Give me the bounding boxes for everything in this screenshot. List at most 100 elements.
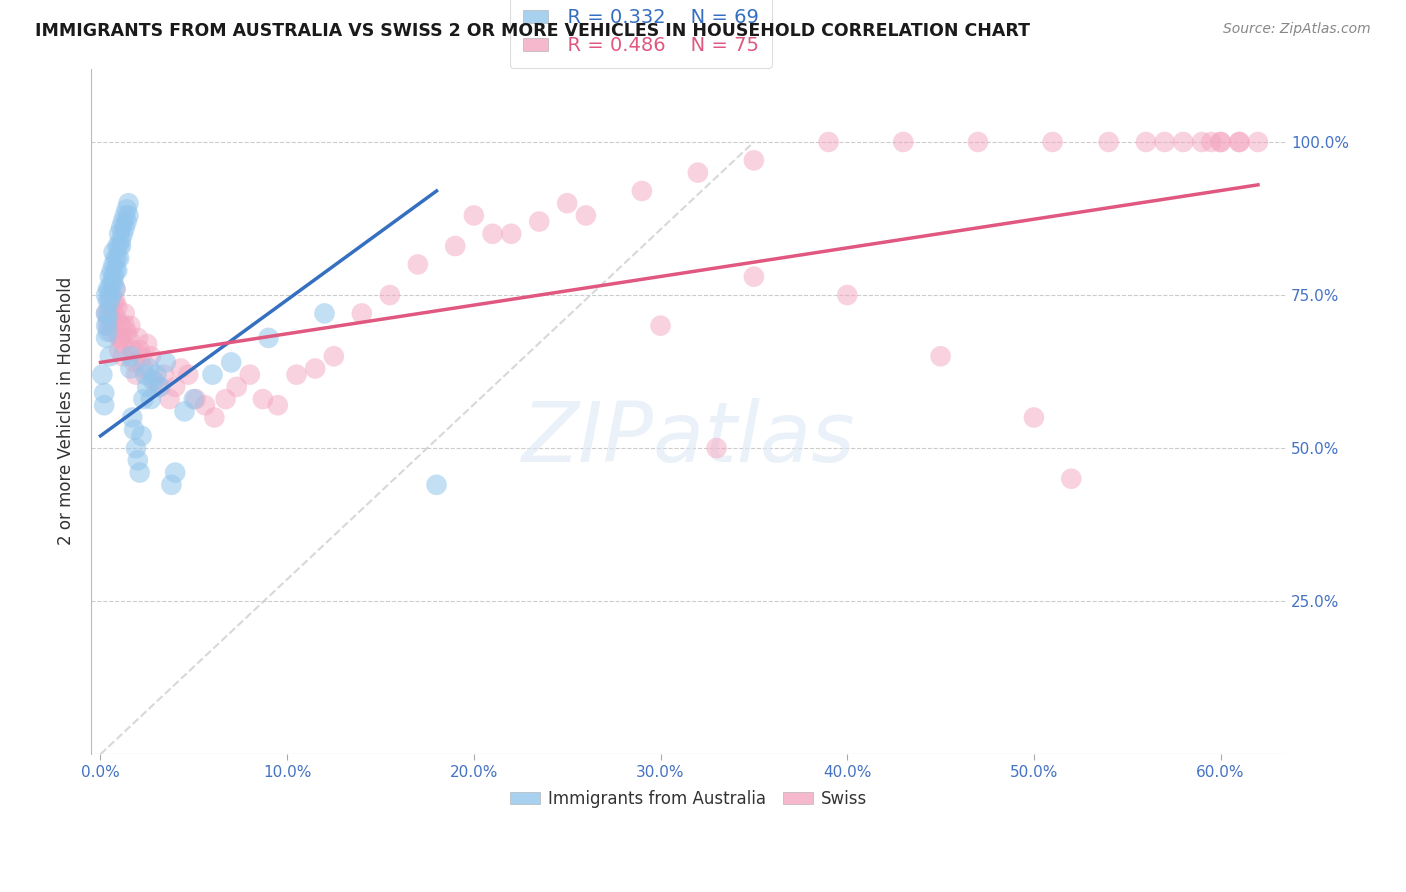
Point: [575, 209, 598, 223]
Point: [267, 398, 290, 412]
Point: [134, 368, 156, 382]
Point: [225, 380, 247, 394]
Point: [117, 331, 139, 345]
Point: [252, 392, 274, 406]
Point: [128, 343, 150, 358]
Point: [127, 331, 149, 345]
Point: [1153, 135, 1175, 149]
Point: [98, 269, 121, 284]
Point: [94, 288, 117, 302]
Point: [742, 153, 765, 168]
Point: [93, 398, 115, 412]
Point: [463, 209, 485, 223]
Point: [194, 398, 217, 412]
Point: [165, 380, 187, 394]
Point: [257, 331, 280, 345]
Point: [891, 135, 914, 149]
Point: [98, 294, 121, 309]
Point: [1209, 135, 1232, 149]
Point: [94, 306, 117, 320]
Point: [1227, 135, 1250, 149]
Point: [122, 355, 145, 369]
Point: [110, 233, 132, 247]
Point: [110, 331, 132, 345]
Point: [125, 368, 148, 382]
Point: [91, 368, 114, 382]
Point: [967, 135, 990, 149]
Point: [1060, 472, 1083, 486]
Point: [111, 337, 134, 351]
Point: [103, 276, 125, 290]
Point: [94, 331, 117, 345]
Point: [631, 184, 654, 198]
Point: [148, 380, 170, 394]
Point: [111, 227, 134, 241]
Point: [117, 209, 139, 223]
Point: [1042, 135, 1064, 149]
Point: [121, 410, 143, 425]
Point: [127, 453, 149, 467]
Point: [121, 343, 143, 358]
Point: [104, 282, 127, 296]
Point: [114, 306, 136, 320]
Point: [98, 288, 121, 302]
Point: [114, 220, 136, 235]
Point: [105, 263, 128, 277]
Point: [97, 306, 120, 320]
Point: [1247, 135, 1270, 149]
Point: [555, 196, 578, 211]
Point: [97, 282, 120, 296]
Point: [501, 227, 523, 241]
Text: ZIPatlas: ZIPatlas: [522, 399, 855, 479]
Point: [128, 466, 150, 480]
Point: [114, 209, 136, 223]
Point: [120, 349, 142, 363]
Point: [1201, 135, 1223, 149]
Point: [108, 239, 131, 253]
Point: [706, 441, 728, 455]
Point: [103, 269, 125, 284]
Point: [97, 294, 120, 309]
Point: [177, 368, 200, 382]
Point: [239, 368, 262, 382]
Point: [100, 263, 122, 277]
Point: [125, 441, 148, 455]
Point: [111, 349, 134, 363]
Y-axis label: 2 or more Vehicles in Household: 2 or more Vehicles in Household: [58, 277, 75, 546]
Point: [314, 306, 336, 320]
Point: [142, 374, 165, 388]
Point: [406, 257, 429, 271]
Point: [98, 282, 121, 296]
Point: [817, 135, 839, 149]
Point: [139, 392, 162, 406]
Point: [837, 288, 859, 302]
Point: [108, 227, 131, 241]
Point: [97, 312, 120, 326]
Point: [160, 478, 183, 492]
Point: [929, 349, 952, 363]
Text: IMMIGRANTS FROM AUSTRALIA VS SWISS 2 OR MORE VEHICLES IN HOUSEHOLD CORRELATION C: IMMIGRANTS FROM AUSTRALIA VS SWISS 2 OR …: [35, 22, 1031, 40]
Point: [105, 252, 128, 266]
Point: [94, 306, 117, 320]
Point: [742, 269, 765, 284]
Point: [350, 306, 373, 320]
Point: [110, 220, 132, 235]
Point: [153, 368, 176, 382]
Point: [110, 239, 132, 253]
Point: [98, 300, 121, 314]
Point: [94, 318, 117, 333]
Point: [1135, 135, 1157, 149]
Point: [115, 325, 138, 339]
Point: [159, 392, 181, 406]
Point: [183, 392, 205, 406]
Point: [136, 337, 159, 351]
Point: [115, 202, 138, 217]
Point: [105, 312, 128, 326]
Point: [1022, 410, 1045, 425]
Point: [108, 252, 131, 266]
Point: [170, 361, 193, 376]
Point: [322, 349, 344, 363]
Point: [138, 361, 160, 376]
Point: [214, 392, 236, 406]
Point: [136, 380, 159, 394]
